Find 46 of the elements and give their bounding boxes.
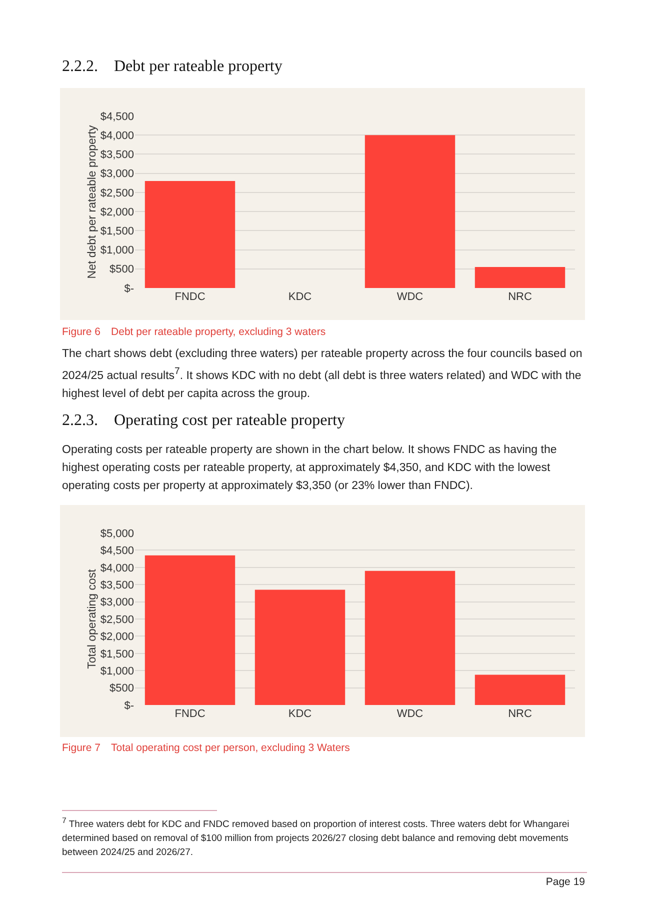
bar bbox=[144, 180, 236, 288]
bar bbox=[254, 590, 346, 705]
x-tick-label: KDC bbox=[288, 291, 312, 303]
text: Operating costs per rateable property are shown in the chart below. It shows FNDC as having the highest operating costs per rateable property, at approximately $4,350, and KDC with the lowest operating costs per property at approximately $3,350 (or 23% lower than FNDC). bbox=[62, 443, 558, 494]
y-tick-label: $4,000 bbox=[100, 562, 134, 574]
bar bbox=[364, 570, 456, 705]
text: Page 19 bbox=[546, 876, 585, 888]
y-tick-label: $3,500 bbox=[100, 149, 134, 162]
y-tick-label: $3,000 bbox=[100, 168, 134, 180]
bar bbox=[474, 674, 566, 705]
y-axis-title: Net debt per rateable property bbox=[86, 125, 98, 279]
y-tick-label: $2,500 bbox=[100, 614, 134, 626]
y-tick-label: $1,500 bbox=[100, 648, 134, 660]
x-tick-label: WDC bbox=[396, 708, 424, 720]
text: $^{7}$ Three waters debt for KDC and FNDC removed based on proportion of interest costs. Three waters debt for Whangarei determined based on removal of $100 million from projects 2026/27 closing debt balance and removing debt movements between 2024/25 and 2026/27. bbox=[62, 815, 570, 860]
text: The chart shows debt (excluding three waters) per rateable property across the four councils based on 2024/25 actual results$^{7}$. It shows KDC with no debt (all debt is three waters related) and WDC with the highest level of debt per capita across the group. bbox=[62, 347, 584, 402]
y-tick-label: $2,000 bbox=[100, 631, 134, 644]
x-tick-label: NRC bbox=[508, 291, 532, 303]
x-tick-label: FNDC bbox=[174, 291, 206, 303]
bar bbox=[474, 266, 566, 288]
y-tick-label: $- bbox=[124, 700, 134, 712]
x-tick-label: FNDC bbox=[174, 708, 206, 720]
y-tick-label: $2,500 bbox=[100, 187, 134, 200]
caption: Figure 7 Total operating cost per person, excluding 3 Waters bbox=[62, 742, 350, 754]
y-tick-label: $3,000 bbox=[100, 596, 134, 609]
y-tick-label: $500 bbox=[110, 264, 134, 276]
y-tick-label: $2,000 bbox=[100, 206, 134, 218]
y-tick-label: $- bbox=[124, 282, 134, 295]
x-tick-label: WDC bbox=[396, 291, 424, 303]
bar bbox=[364, 135, 456, 288]
caption: Figure 6 Debt per rateable property, excluding 3 waters bbox=[62, 326, 326, 338]
chart-title: 2.2.2. Debt per rateable property bbox=[62, 58, 282, 76]
bar bbox=[144, 555, 236, 705]
y-tick-label: $500 bbox=[110, 682, 134, 695]
x-tick-label: NRC bbox=[508, 708, 532, 720]
y-tick-label: $1,000 bbox=[100, 665, 134, 678]
y-tick-label: $4,000 bbox=[100, 130, 134, 142]
x-tick-label: KDC bbox=[288, 708, 312, 720]
y-tick-label: $5,000 bbox=[100, 528, 134, 540]
y-tick-label: $1,500 bbox=[100, 226, 134, 238]
y-axis-title: Total operating cost bbox=[86, 568, 98, 669]
y-tick-label: $1,000 bbox=[100, 244, 134, 257]
y-tick-label: $3,500 bbox=[100, 579, 134, 592]
y-tick-label: $4,500 bbox=[100, 110, 134, 123]
chart-title: 2.2.3. Operating cost per rateable property bbox=[62, 412, 346, 430]
y-tick-label: $4,500 bbox=[100, 545, 134, 558]
